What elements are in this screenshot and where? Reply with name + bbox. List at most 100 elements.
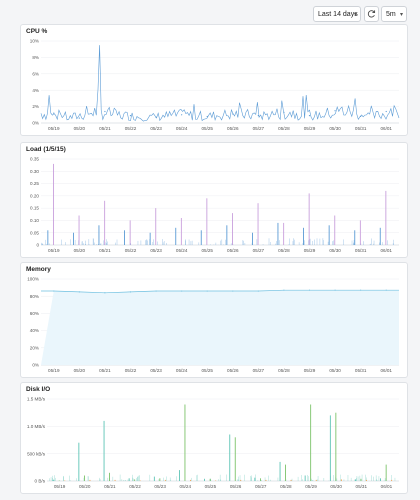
y-tick-label: 0.10 [30, 218, 39, 223]
bar-mark [204, 478, 205, 481]
x-tick-label: 05/26 [230, 484, 242, 489]
cpu-data-point [181, 114, 183, 116]
x-tick-label: 05/24 [176, 368, 188, 373]
x-tick-label: 05/20 [74, 248, 86, 253]
bar-mark [190, 479, 191, 481]
disk-io-chart: 0 B/s 500 kB/s 1.0 MB/s 1.5 MB/s 05/19 05/20 0… [27, 397, 399, 489]
y-tick-label: 60% [30, 311, 39, 316]
x-tick-label: 05/29 [304, 368, 316, 373]
cpu-data-point [232, 113, 234, 115]
bar-mark [385, 464, 387, 481]
bar-mark [226, 225, 228, 245]
bar-mark [73, 232, 74, 245]
memory-data-point [78, 291, 80, 293]
x-tick-label: 05/20 [79, 484, 91, 489]
bar-mark [159, 478, 161, 481]
x-tick-label: 05/27 [253, 368, 265, 373]
y-tick-label: 10% [30, 39, 39, 44]
bar-mark [391, 479, 393, 481]
x-tick-label: 05/31 [355, 126, 367, 131]
bar-mark [209, 478, 211, 481]
x-tick-label: 05/21 [99, 368, 111, 373]
x-tick-label: 05/25 [205, 484, 217, 489]
disk-io-panel: Disk I/O 0 B/s 500 kB/s 1.0 MB/s 1.5 MB/s 05… [20, 382, 408, 494]
cpu-data-point [283, 111, 285, 113]
bar-mark [215, 480, 217, 481]
cpu-data-point [78, 117, 80, 119]
time-range-dropdown[interactable]: Last 14 days ▾ [313, 6, 361, 22]
x-tick-label: 05/19 [48, 368, 60, 373]
bar-mark [229, 434, 231, 481]
cpu-chart: 0% 2% 4% 6% 8% 10% 05/19 05/20 05/21 05/22 05/23 05… [30, 39, 400, 131]
x-tick-label: 05/23 [154, 484, 166, 489]
bar-mark [310, 404, 312, 481]
bar-mark [285, 464, 286, 481]
refresh-button[interactable] [364, 6, 379, 22]
chevron-down-icon: ▾ [353, 12, 357, 18]
bar-mark [179, 470, 180, 481]
memory-panel: Memory 0% 20% 40% 60% 80% 100% 05/19 05/20 05/21… [20, 262, 408, 378]
y-tick-label: 500 kB/s [27, 451, 46, 456]
y-tick-label: 4% [32, 88, 39, 93]
x-tick-label: 05/29 [304, 248, 316, 253]
bar-mark [234, 437, 236, 481]
cpu-data-point [53, 112, 55, 114]
bar-mark [180, 218, 182, 245]
x-tick-label: 05/19 [48, 126, 60, 131]
interval-label: 5m [386, 11, 396, 18]
time-range-label: Last 14 days [318, 11, 358, 18]
bar-mark [58, 480, 60, 481]
toolbar: Last 14 days ▾ 5m ▾ [0, 0, 420, 26]
bar-mark [124, 230, 125, 245]
bar-mark [385, 190, 387, 245]
bar-mark [84, 475, 85, 481]
y-tick-label: 0% [32, 363, 39, 368]
bar-mark [380, 478, 381, 481]
y-tick-label: 20% [30, 345, 39, 350]
bar-mark [240, 479, 242, 481]
x-tick-label: 05/24 [176, 126, 188, 131]
y-tick-label: 0 [36, 243, 39, 248]
x-tick-label: 06/01 [380, 248, 392, 253]
x-tick-label: 05/31 [355, 368, 367, 373]
bar-mark [98, 225, 100, 245]
x-tick-label: 05/25 [201, 368, 213, 373]
memory-data-point [53, 290, 55, 292]
x-tick-label: 05/28 [278, 248, 290, 253]
x-tick-label: 05/30 [329, 126, 341, 131]
x-tick-label: 05/22 [129, 484, 141, 489]
bar-mark [78, 442, 80, 481]
bar-mark [303, 227, 304, 245]
cpu-data-point [257, 115, 259, 117]
panel-title: Memory [26, 266, 51, 273]
memory-series-line [41, 289, 399, 294]
cpu-data-point [385, 110, 387, 113]
bar-mark [103, 420, 105, 481]
bar-mark [155, 208, 157, 245]
x-tick-label: 05/28 [280, 484, 292, 489]
bar-mark [290, 479, 292, 481]
bar-mark [64, 480, 66, 481]
x-tick-label: 06/01 [380, 368, 392, 373]
y-tick-label: 0.20 [30, 193, 39, 198]
cpu-panel: CPU % 0% 2% 4% 6% 8% 10% 05/19 05/20 05/21 05/22 0… [20, 24, 408, 136]
x-tick-label: 05/29 [305, 484, 317, 489]
y-tick-label: 100% [27, 277, 39, 282]
panel-title: CPU % [26, 28, 48, 35]
x-tick-label: 05/24 [180, 484, 192, 489]
x-tick-label: 05/25 [201, 126, 213, 131]
x-tick-label: 05/26 [227, 248, 239, 253]
interval-dropdown[interactable]: 5m ▾ [381, 6, 407, 22]
x-tick-label: 05/26 [227, 126, 239, 131]
x-tick-label: 05/24 [176, 248, 188, 253]
bar-mark [200, 230, 202, 245]
y-tick-label: 0 B/s [35, 479, 46, 484]
y-tick-label: 40% [30, 328, 39, 333]
y-tick-label: 0% [32, 121, 39, 126]
bar-mark [109, 472, 110, 481]
memory-data-point [308, 289, 311, 291]
x-tick-label: 06/01 [380, 126, 392, 131]
bar-mark [53, 479, 55, 481]
bar-mark [134, 479, 136, 481]
panel-title: Disk I/O [26, 386, 51, 393]
